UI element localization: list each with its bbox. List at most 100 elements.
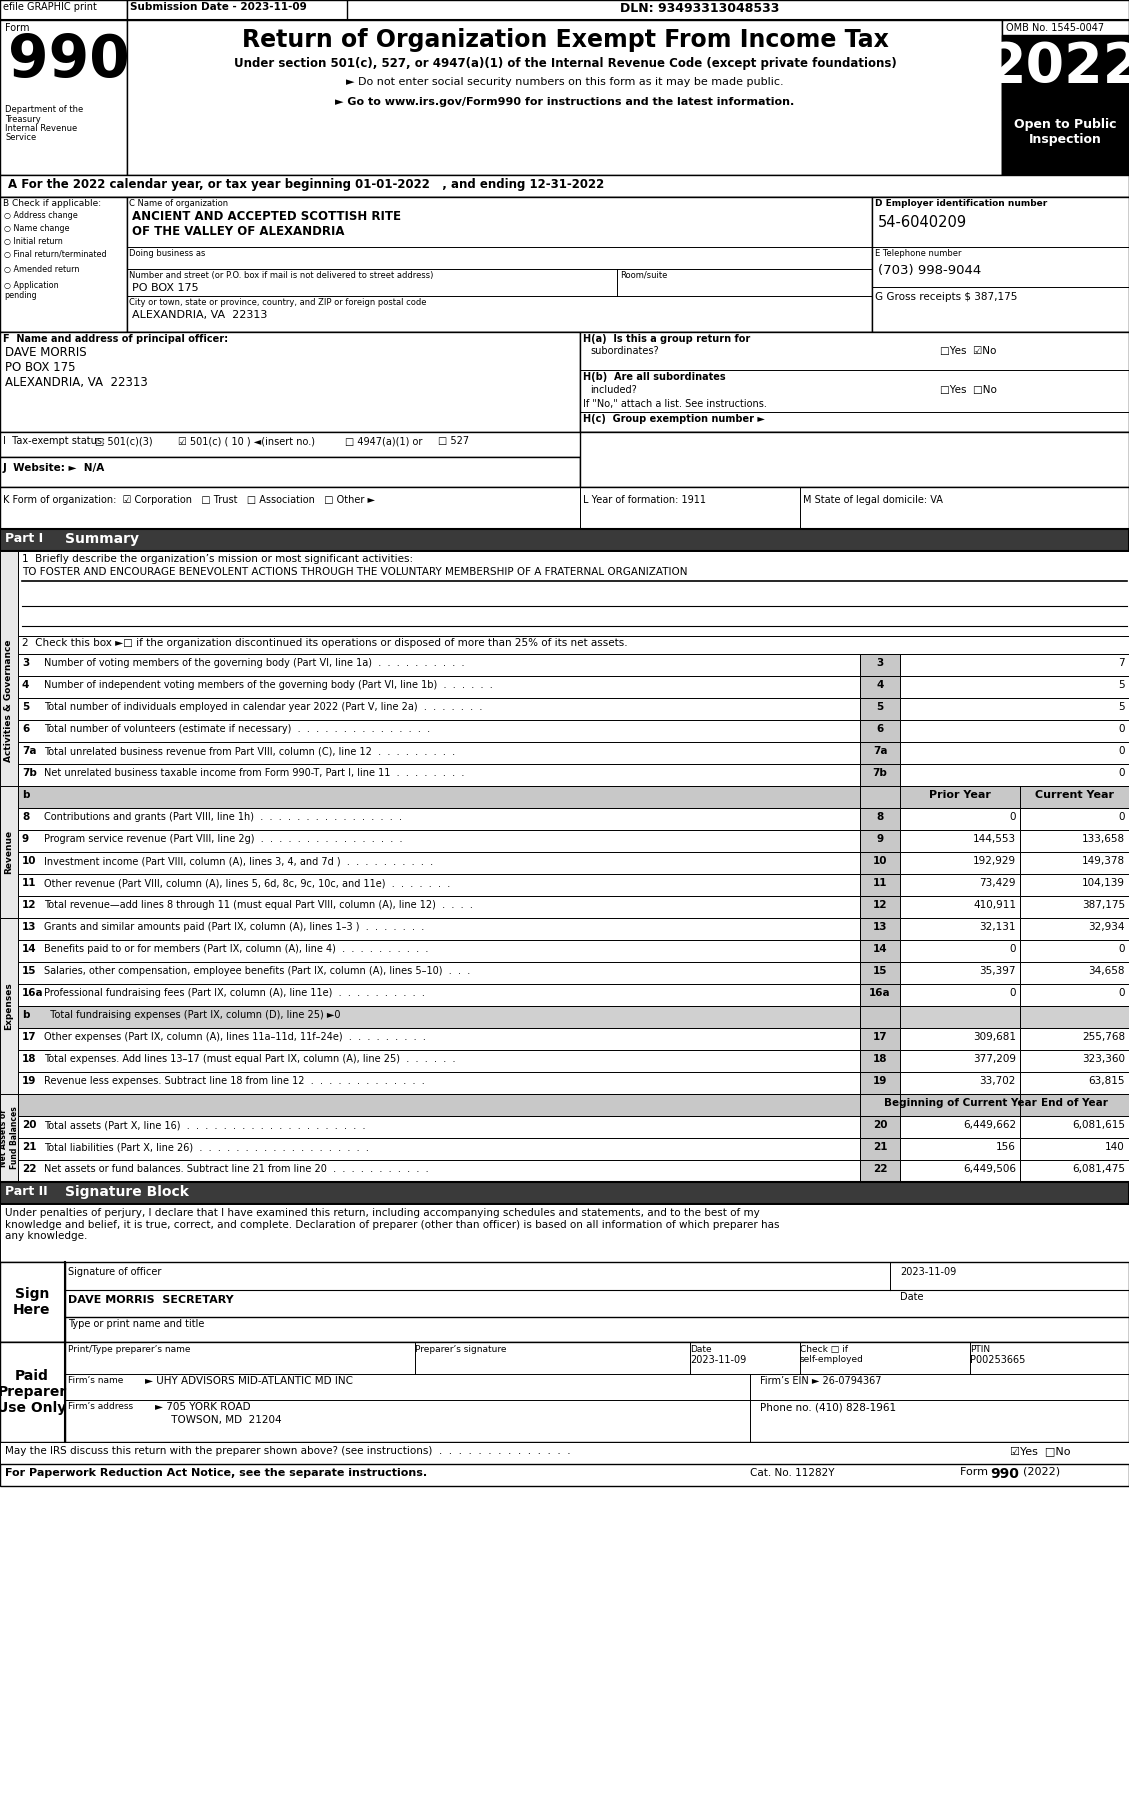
Bar	[860, 1007, 900, 1029]
Text: ► Go to www.irs.gov/Form990 for instructions and the latest information.: ► Go to www.irs.gov/Form990 for instruct…	[335, 96, 795, 107]
Bar	[18, 1050, 860, 1072]
Bar	[0, 332, 580, 432]
Text: 149,378: 149,378	[1082, 856, 1124, 865]
Text: Service: Service	[5, 132, 36, 141]
Text: Beginning of Current Year: Beginning of Current Year	[884, 1097, 1036, 1108]
Text: efile GRAPHIC print: efile GRAPHIC print	[3, 2, 97, 13]
Text: PTIN: PTIN	[970, 1344, 990, 1353]
Text: City or town, state or province, country, and ZIP or foreign postal code: City or town, state or province, country…	[129, 297, 427, 307]
Bar	[1019, 1116, 1129, 1137]
Text: 9: 9	[876, 834, 884, 844]
Text: ○ Address change: ○ Address change	[5, 210, 78, 219]
Text: □ 4947(a)(1) or: □ 4947(a)(1) or	[345, 435, 422, 446]
Text: ○ Initial return: ○ Initial return	[5, 238, 63, 247]
Text: DAVE MORRIS  SECRETARY: DAVE MORRIS SECRETARY	[68, 1295, 234, 1304]
Text: ► 705 YORK ROAD: ► 705 YORK ROAD	[155, 1402, 251, 1411]
Text: 32,131: 32,131	[980, 922, 1016, 932]
Text: ○ Final return/terminated: ○ Final return/terminated	[5, 250, 106, 259]
Bar	[900, 1007, 1019, 1029]
Text: H(b)  Are all subordinates: H(b) Are all subordinates	[583, 372, 726, 383]
Bar	[18, 1072, 860, 1094]
Text: Net assets or fund balances. Subtract line 21 from line 20  .  .  .  .  .  .  . : Net assets or fund balances. Subtract li…	[44, 1165, 429, 1174]
Text: 21: 21	[21, 1143, 36, 1152]
Bar	[18, 853, 860, 874]
Bar	[860, 1137, 900, 1159]
Text: Net unrelated business taxable income from Form 990-T, Part I, line 11  .  .  . : Net unrelated business taxable income fr…	[44, 767, 464, 778]
Text: Preparer’s signature: Preparer’s signature	[415, 1344, 507, 1353]
Text: Treasury: Treasury	[5, 114, 41, 123]
Text: Total fundraising expenses (Part IX, column (D), line 25) ►0: Total fundraising expenses (Part IX, col…	[44, 1010, 341, 1019]
Bar	[860, 874, 900, 896]
Bar	[0, 1342, 65, 1442]
Text: 20: 20	[21, 1119, 36, 1130]
Bar	[18, 983, 860, 1007]
Text: Expenses: Expenses	[5, 981, 14, 1030]
Text: ☑Yes  □No: ☑Yes □No	[1010, 1446, 1070, 1457]
Text: 309,681: 309,681	[973, 1032, 1016, 1041]
Text: Total number of individuals employed in calendar year 2022 (Part V, line 2a)  . : Total number of individuals employed in …	[44, 702, 482, 713]
Text: 0: 0	[1119, 943, 1124, 954]
Bar	[0, 551, 18, 851]
Bar	[580, 432, 1129, 486]
Text: P00253665: P00253665	[970, 1355, 1025, 1364]
Text: Current Year: Current Year	[1035, 791, 1114, 800]
Bar	[0, 0, 126, 20]
Text: Firm’s address: Firm’s address	[68, 1402, 133, 1411]
Bar	[0, 198, 126, 332]
Text: J  Website: ►  N/A: J Website: ► N/A	[3, 463, 105, 473]
Text: 6,449,662: 6,449,662	[963, 1119, 1016, 1130]
Text: 21: 21	[873, 1143, 887, 1152]
Text: 4: 4	[876, 680, 884, 689]
Bar	[900, 720, 1129, 742]
Text: ○ Name change: ○ Name change	[5, 223, 70, 232]
Bar	[18, 764, 860, 785]
Text: subordinates?: subordinates?	[590, 346, 658, 356]
Text: 12: 12	[21, 900, 36, 911]
Text: 7a: 7a	[873, 746, 887, 756]
Bar	[0, 530, 1129, 551]
Text: 35,397: 35,397	[980, 967, 1016, 976]
Bar	[860, 720, 900, 742]
Text: 10: 10	[21, 856, 36, 865]
Text: 0: 0	[1009, 813, 1016, 822]
Bar	[0, 1442, 1129, 1464]
Bar	[1019, 961, 1129, 983]
Bar	[900, 940, 1019, 961]
Bar	[0, 918, 18, 1094]
Text: 16a: 16a	[21, 989, 44, 998]
Bar	[0, 20, 126, 174]
Bar	[860, 1116, 900, 1137]
Bar	[860, 961, 900, 983]
Text: 15: 15	[21, 967, 36, 976]
Text: 14: 14	[21, 943, 36, 954]
Bar	[18, 807, 860, 831]
Text: D Employer identification number: D Employer identification number	[875, 200, 1048, 209]
Bar	[860, 764, 900, 785]
Text: Revenue: Revenue	[5, 831, 14, 874]
Text: 22: 22	[873, 1165, 887, 1174]
Text: Date: Date	[690, 1344, 711, 1353]
Text: (703) 998-9044: (703) 998-9044	[878, 265, 981, 278]
Text: Part I: Part I	[5, 532, 43, 544]
Text: 11: 11	[873, 878, 887, 889]
Text: 0: 0	[1119, 813, 1124, 822]
Text: 0: 0	[1009, 989, 1016, 998]
Text: 63,815: 63,815	[1088, 1076, 1124, 1087]
Text: 7: 7	[1119, 658, 1124, 668]
Bar	[0, 785, 18, 918]
Text: 19: 19	[873, 1076, 887, 1087]
Text: M State of legal domicile: VA: M State of legal domicile: VA	[803, 495, 943, 504]
Text: 13: 13	[873, 922, 887, 932]
Text: 2022: 2022	[988, 40, 1129, 94]
Text: G Gross receipts $ 387,175: G Gross receipts $ 387,175	[875, 292, 1017, 301]
Text: (2022): (2022)	[1023, 1468, 1060, 1477]
Bar	[18, 918, 860, 940]
Text: 5: 5	[876, 702, 884, 713]
Bar	[1019, 1007, 1129, 1029]
Text: Internal Revenue: Internal Revenue	[5, 123, 77, 132]
Text: 17: 17	[873, 1032, 887, 1041]
Bar	[860, 940, 900, 961]
Text: End of Year: End of Year	[1041, 1097, 1108, 1108]
Text: 0: 0	[1119, 989, 1124, 998]
Text: Prior Year: Prior Year	[929, 791, 991, 800]
